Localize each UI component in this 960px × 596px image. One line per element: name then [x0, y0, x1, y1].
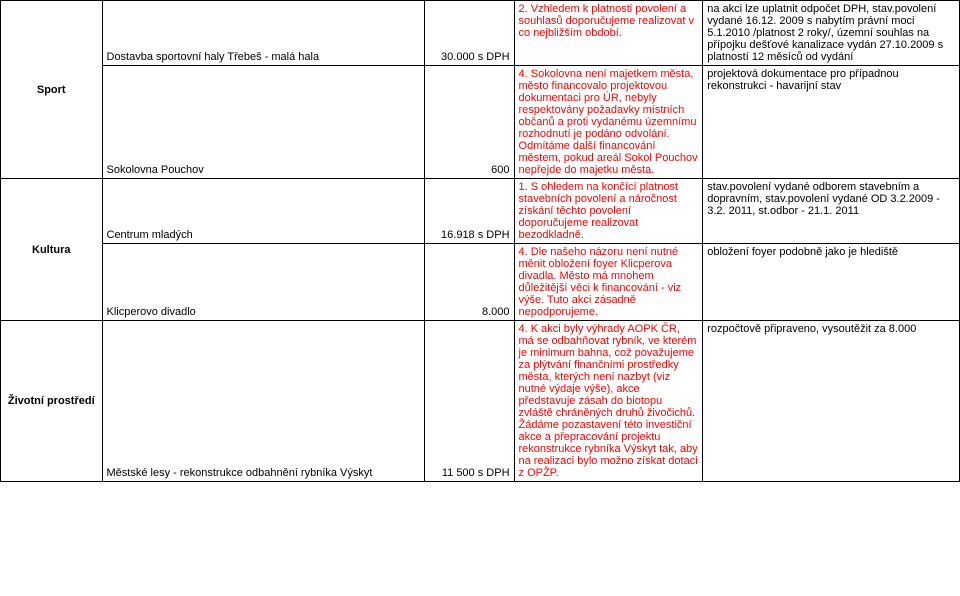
table-row: Klicperovo divadlo 8.000 4. Dle našeho n…: [1, 244, 960, 321]
item-note-red: 4. Sokolovna není majetkem města, město …: [514, 66, 703, 179]
table-row: Sport Dostavba sportovní haly Třebeš - m…: [1, 1, 960, 66]
item-amount: 8.000: [424, 244, 514, 321]
item-note: na akci lze uplatnit odpočet DPH, stav.p…: [703, 1, 960, 66]
item-amount: 11 500 s DPH: [424, 321, 514, 482]
category-cell-zivotni: Životní prostředí: [1, 321, 103, 482]
item-note-red: 4. K akci byly výhrady AOPK ČR, má se od…: [514, 321, 703, 482]
table-row: Sokolovna Pouchov 600 4. Sokolovna není …: [1, 66, 960, 179]
item-note: obložení foyer podobně jako je hlediště: [703, 244, 960, 321]
item-name: Dostavba sportovní haly Třebeš - malá ha…: [102, 1, 424, 66]
category-cell-kultura: Kultura: [1, 179, 103, 321]
item-note-red: 4. Dle našeho názoru není nutné měnit ob…: [514, 244, 703, 321]
item-amount: 16.918 s DPH: [424, 179, 514, 244]
item-name: Městské lesy - rekonstrukce odbahnění ry…: [102, 321, 424, 482]
item-name: Centrum mladých: [102, 179, 424, 244]
item-name: Klicperovo divadlo: [102, 244, 424, 321]
item-note: projektová dokumentace pro případnou rek…: [703, 66, 960, 179]
item-note-red: 2. Vzhledem k platnosti povolení a souhl…: [514, 1, 703, 66]
category-cell-sport: Sport: [1, 1, 103, 179]
item-note: rozpočtově připraveno, vysoutěžit za 8.0…: [703, 321, 960, 482]
item-note-red: 1. S ohledem na končící platnost stavebn…: [514, 179, 703, 244]
budget-table: Sport Dostavba sportovní haly Třebeš - m…: [0, 0, 960, 482]
item-note: stav.povolení vydané odborem stavebním a…: [703, 179, 960, 244]
item-amount: 600: [424, 66, 514, 179]
table-row: Kultura Centrum mladých 16.918 s DPH 1. …: [1, 179, 960, 244]
item-amount: 30.000 s DPH: [424, 1, 514, 66]
item-name: Sokolovna Pouchov: [102, 66, 424, 179]
table-row: Životní prostředí Městské lesy - rekonst…: [1, 321, 960, 482]
